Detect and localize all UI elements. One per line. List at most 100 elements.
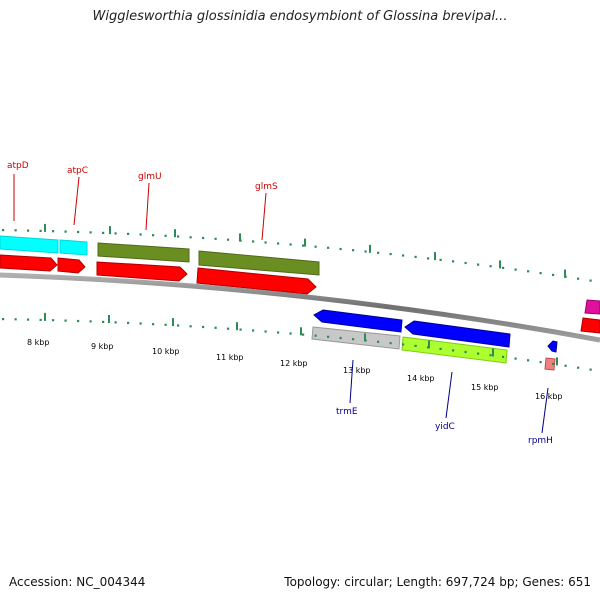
- scale-dot: [527, 270, 530, 273]
- scale-tick: [492, 348, 494, 357]
- scale-dot: [39, 318, 42, 321]
- scale-dot: [452, 349, 455, 352]
- gene-label-glmU[interactable]: glmU: [138, 172, 162, 182]
- gene-glmS-upper[interactable]: [198, 250, 320, 276]
- scale-dot: [527, 359, 530, 362]
- scale-dot: [589, 279, 592, 282]
- scale-tick: [44, 223, 46, 232]
- scale-label: 15 kbp: [471, 383, 499, 392]
- scale-tick: [174, 229, 176, 238]
- gene-atpD-upper[interactable]: [0, 235, 59, 254]
- scale-tick: [44, 312, 46, 321]
- scale-dot: [52, 319, 55, 322]
- gene-glmS-cds[interactable]: [196, 267, 317, 295]
- scale-dot: [52, 230, 55, 233]
- outer-scale-ticks: [44, 223, 566, 278]
- map-title: Wigglesworthia glossinidia endosymbiont …: [92, 9, 508, 24]
- scale-dot: [214, 326, 217, 329]
- scale-dot: [102, 320, 105, 323]
- scale-dot: [277, 331, 280, 334]
- scale-dot: [239, 328, 242, 331]
- scale-tick: [109, 226, 111, 235]
- scale-dot: [2, 229, 5, 232]
- gene-label-atpD[interactable]: atpD: [7, 161, 29, 171]
- scale-dot: [164, 323, 167, 326]
- gene-glmU-cds[interactable]: [96, 261, 188, 282]
- gene-atpD-cds[interactable]: [0, 254, 58, 272]
- scale-dot: [14, 229, 17, 232]
- scale-tick: [236, 322, 238, 331]
- gene-magenta-partial[interactable]: [584, 299, 600, 315]
- gene-yidC-cds[interactable]: [404, 320, 511, 348]
- scale-dot: [402, 254, 405, 257]
- accession-text: Accession: NC_004344: [9, 575, 146, 589]
- scale-dot: [152, 234, 155, 237]
- scale-dot: [2, 318, 5, 321]
- scale-label: 9 kbp: [91, 342, 113, 351]
- gene-label-atpC[interactable]: atpC: [67, 166, 88, 176]
- gene-atpC-upper[interactable]: [59, 239, 88, 256]
- scale-dot: [314, 245, 317, 248]
- scale-dot: [77, 230, 80, 234]
- scale-dot: [127, 232, 130, 235]
- scale-dot: [414, 344, 417, 347]
- scale-tick: [564, 269, 566, 278]
- scale-dot: [327, 246, 330, 249]
- gene-atpC-cds[interactable]: [57, 257, 86, 274]
- scale-dot: [227, 327, 230, 330]
- scale-dot: [139, 322, 142, 325]
- scale-dot: [102, 231, 105, 234]
- gene-label-glmS[interactable]: glmS: [255, 182, 278, 192]
- scale-dot: [252, 329, 255, 332]
- inner-scale-ticks: [44, 312, 558, 366]
- gene-label-trmE[interactable]: trmE: [336, 407, 358, 417]
- scale-labels: 8 kbp 9 kbp 10 kbp 11 kbp 12 kbp 13 kbp …: [27, 338, 563, 401]
- gene-rpmH-lower[interactable]: [544, 357, 556, 371]
- genome-summary-text: Topology: circular; Length: 697,724 bp; …: [284, 575, 591, 589]
- scale-dot: [477, 263, 480, 266]
- scale-dot: [377, 251, 380, 254]
- scale-dot: [514, 357, 517, 360]
- scale-dot: [264, 241, 267, 244]
- gene-glmU-upper[interactable]: [97, 242, 190, 263]
- scale-dot: [214, 237, 217, 240]
- gene-trmE-cds[interactable]: [313, 309, 403, 333]
- gene-label-rpmH[interactable]: rpmH: [528, 436, 553, 446]
- scale-dot: [389, 253, 392, 256]
- scale-dot: [202, 325, 205, 329]
- scale-dot: [14, 318, 17, 321]
- scale-dot: [514, 268, 517, 271]
- scale-dot: [477, 352, 480, 355]
- scale-dot: [539, 361, 542, 364]
- scale-label: 16 kbp: [535, 392, 563, 401]
- scale-tick: [434, 252, 436, 261]
- scale-label: 8 kbp: [27, 338, 49, 347]
- scale-dot: [164, 234, 167, 237]
- scale-dot: [339, 247, 342, 251]
- scale-dot: [177, 324, 180, 327]
- scale-tick: [172, 318, 174, 327]
- scale-tick: [369, 244, 371, 253]
- scale-dot: [489, 265, 492, 268]
- scale-dot: [352, 338, 355, 341]
- scale-dot: [202, 236, 205, 240]
- scale-dot: [577, 277, 580, 280]
- outer-scale-dots: [2, 229, 592, 282]
- scale-dot: [39, 229, 42, 232]
- scale-dot: [152, 323, 155, 326]
- scale-label: 12 kbp: [280, 359, 308, 368]
- scale-dot: [314, 334, 317, 337]
- scale-dot: [364, 250, 367, 253]
- scale-dot: [64, 319, 67, 322]
- gene-trmE-lower[interactable]: [311, 326, 401, 350]
- gene-red-partial[interactable]: [580, 317, 600, 334]
- gene-rpmH-cds[interactable]: [547, 340, 558, 353]
- scale-dot: [77, 319, 80, 323]
- scale-dot: [402, 343, 405, 346]
- scale-dot: [264, 330, 267, 333]
- scale-dot: [114, 321, 117, 324]
- scale-label: 13 kbp: [343, 366, 371, 375]
- gene-label-yidC[interactable]: yidC: [435, 422, 455, 432]
- scale-tick: [364, 333, 366, 342]
